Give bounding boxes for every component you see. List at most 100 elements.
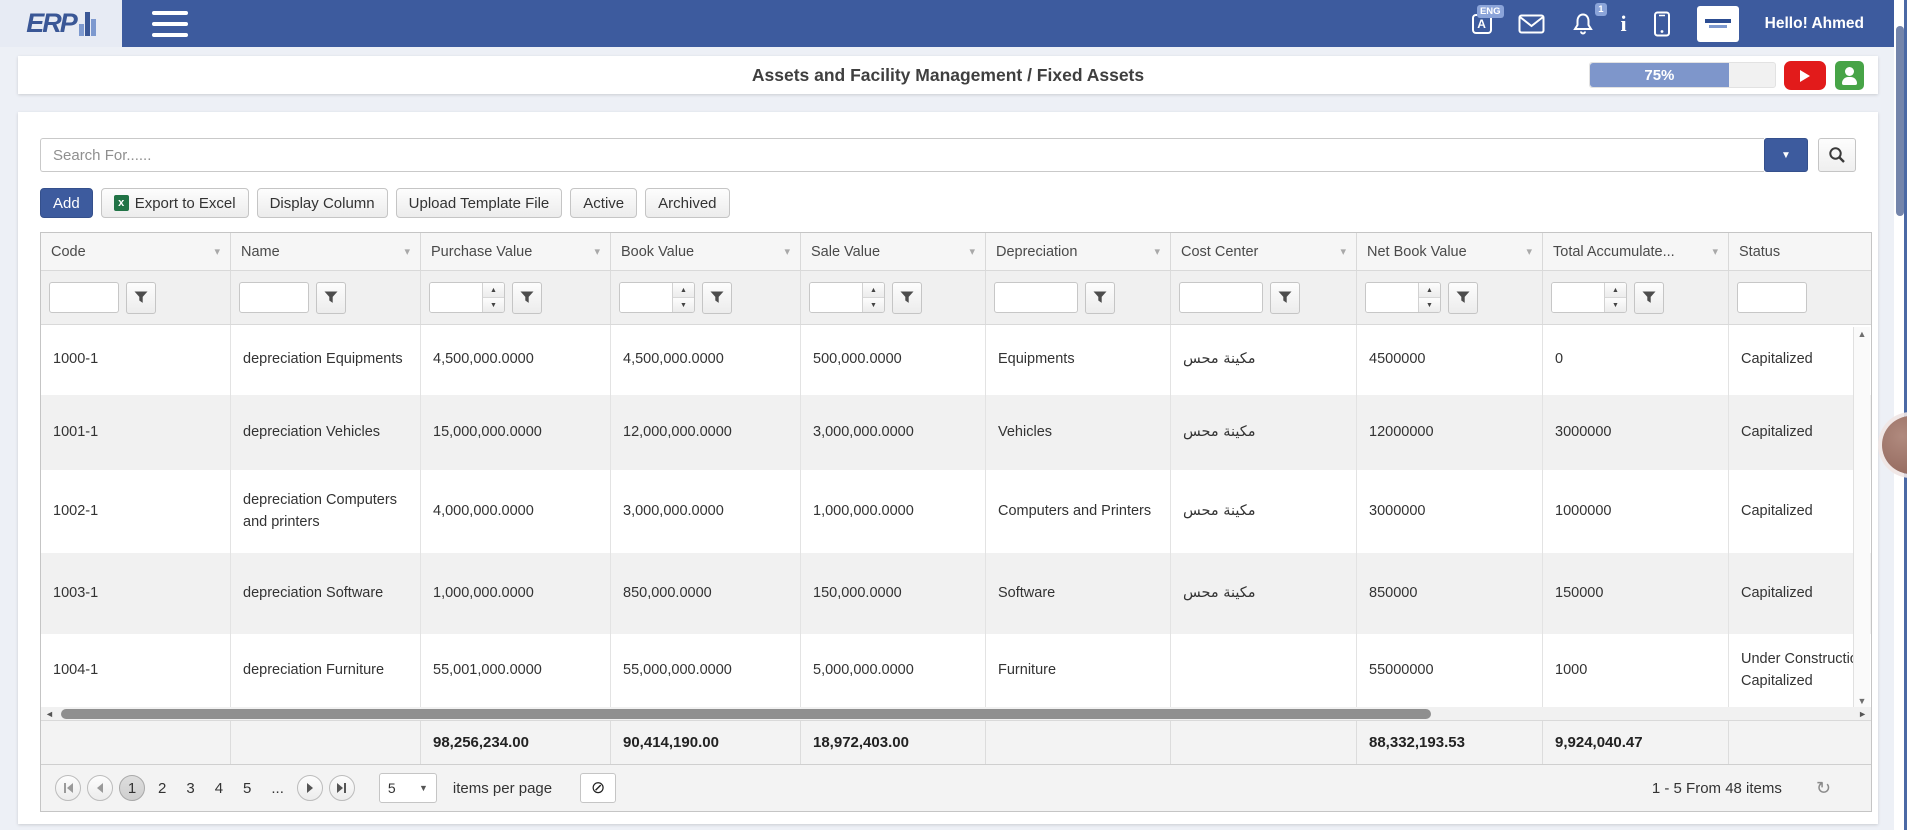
column-header-cost-center[interactable]: Cost Center ▾ [1171,233,1357,270]
column-header-status[interactable]: Status [1739,243,1781,260]
table-row[interactable]: 1003-1 depreciation Software 1,000,000.0… [41,553,1871,634]
filter-input-depreciation[interactable] [994,282,1078,313]
window-scrollbar-thumb[interactable] [1896,26,1904,216]
column-header-total-accumulated[interactable]: Total Accumulate... ▾ [1543,233,1729,270]
page-1-button[interactable]: 1 [119,775,145,801]
filter-funnel-cost-center[interactable] [1270,281,1300,314]
floating-avatar[interactable] [1882,416,1907,474]
page-next-button[interactable] [296,775,323,801]
page-more-button[interactable]: ... [271,779,284,797]
hamburger-menu-icon[interactable] [152,11,188,37]
display-column-button[interactable]: Display Column [256,188,388,218]
archived-button[interactable]: Archived [645,188,730,218]
scroll-up-icon[interactable]: ▲ [1857,329,1867,339]
add-button[interactable]: Add [40,188,93,218]
window-scrollbar[interactable] [1894,0,1907,830]
scroll-left-icon[interactable]: ◄ [45,709,54,719]
chevron-down-icon[interactable]: ▾ [214,246,220,258]
filter-funnel-depreciation[interactable] [1085,281,1115,314]
chevron-down-icon[interactable]: ▾ [404,246,410,258]
spinner-down-icon[interactable]: ▼ [863,298,884,312]
spinner-up-icon[interactable]: ▲ [483,283,504,298]
column-header-depreciation[interactable]: Depreciation ▾ [986,233,1171,270]
page-3-button[interactable]: 3 [186,779,195,797]
chevron-down-icon[interactable]: ▾ [1340,246,1346,258]
erpa-logo[interactable]: ERP [0,0,122,47]
page-prev-button[interactable] [87,775,113,801]
refresh-icon[interactable]: ↻ [1815,777,1831,798]
table-row[interactable]: 1002-1 depreciation Computers and printe… [41,470,1871,553]
grid-totals-row: 98,256,234.00 90,414,190.00 18,972,403.0… [41,721,1871,765]
filter-funnel-purchase-value[interactable] [512,281,542,314]
page-first-button[interactable] [55,775,81,801]
table-row[interactable]: 1004-1 depreciation Furniture 55,001,000… [41,634,1871,707]
cell-code: 1000-1 [41,325,231,395]
page-2-button[interactable]: 2 [158,779,167,797]
spinner-down-icon[interactable]: ▼ [1605,298,1626,312]
search-input[interactable] [40,138,1764,172]
table-row[interactable]: 1001-1 depreciation Vehicles 15,000,000.… [41,395,1871,470]
info-icon[interactable]: i [1620,10,1627,36]
filter-input-status[interactable] [1737,282,1807,313]
spinner-up-icon[interactable]: ▲ [673,283,694,298]
spinner-up-icon[interactable]: ▲ [863,283,884,298]
column-header-sale-value[interactable]: Sale Value ▾ [801,233,986,270]
spinner-down-icon[interactable]: ▼ [483,298,504,312]
filter-funnel-sale-value[interactable] [892,281,922,314]
filter-input-cost-center[interactable] [1179,282,1263,313]
user-greeting[interactable]: Hello! Ahmed [1764,14,1864,32]
spinner-up-icon[interactable]: ▲ [1419,283,1440,298]
export-excel-button[interactable]: x Export to Excel [100,188,249,218]
page-size-select[interactable]: 5 ▼ [378,773,437,803]
filter-input-net-book-value[interactable] [1366,283,1418,312]
translate-icon[interactable]: ENG A [1471,4,1504,34]
mail-icon[interactable] [1518,14,1545,34]
column-header-name[interactable]: Name ▾ [231,233,421,270]
chevron-down-icon[interactable]: ▾ [1526,246,1532,258]
caret-down-icon: ▼ [418,783,428,793]
search-button[interactable] [1818,138,1856,172]
contacts-icon[interactable] [1835,61,1864,90]
spinner-down-icon[interactable]: ▼ [673,298,694,312]
page-4-button[interactable]: 4 [214,779,224,797]
column-header-book-value[interactable]: Book Value ▾ [611,233,801,270]
filter-funnel-total-accumulated[interactable] [1634,281,1664,314]
cell-name: depreciation Equipments [231,325,421,395]
chevron-down-icon[interactable]: ▾ [1154,246,1160,258]
column-header-purchase-value[interactable]: Purchase Value ▾ [421,233,611,270]
filter-input-code[interactable] [49,282,119,313]
table-row[interactable]: 1000-1 depreciation Equipments 4,500,000… [41,325,1871,395]
user-avatar[interactable] [1696,5,1739,42]
notifications-bell-icon[interactable]: 1 [1571,2,1607,36]
search-dropdown-button[interactable]: ▼ [1764,138,1808,172]
scroll-down-icon[interactable]: ▼ [1857,696,1867,706]
chevron-down-icon[interactable]: ▾ [969,246,975,258]
filter-funnel-name[interactable] [316,281,346,314]
chevron-down-icon[interactable]: ▾ [594,246,600,258]
filter-funnel-code[interactable] [126,281,156,314]
filter-funnel-book-value[interactable] [702,281,732,314]
youtube-icon[interactable] [1784,61,1826,90]
column-header-code[interactable]: Code ▾ [41,233,231,270]
upload-template-button[interactable]: Upload Template File [395,188,563,218]
scroll-right-icon[interactable]: ► [1858,709,1867,719]
chevron-down-icon[interactable]: ▾ [1712,246,1718,258]
page-last-button[interactable] [328,775,355,801]
spinner-down-icon[interactable]: ▼ [1419,298,1440,312]
horizontal-scrollbar[interactable]: ◄ ► [41,707,1871,721]
mobile-icon[interactable] [1653,11,1671,37]
filter-funnel-net-book-value[interactable] [1448,281,1478,314]
active-button[interactable]: Active [570,188,638,218]
filter-input-book-value[interactable] [620,283,672,312]
horizontal-scrollbar-thumb[interactable] [61,709,1431,719]
clear-filter-button[interactable]: ⊘ [580,773,617,803]
filter-input-total-accumulated[interactable] [1552,283,1604,312]
spinner-up-icon[interactable]: ▲ [1605,283,1626,298]
filter-input-name[interactable] [239,282,309,313]
page-5-button[interactable]: 5 [243,779,252,797]
filter-input-sale-value[interactable] [810,283,862,312]
filter-input-purchase-value[interactable] [430,283,482,312]
chevron-down-icon[interactable]: ▾ [784,246,790,258]
column-header-net-book-value[interactable]: Net Book Value ▾ [1357,233,1543,270]
vertical-scrollbar[interactable]: ▲ ▼ [1853,327,1870,709]
